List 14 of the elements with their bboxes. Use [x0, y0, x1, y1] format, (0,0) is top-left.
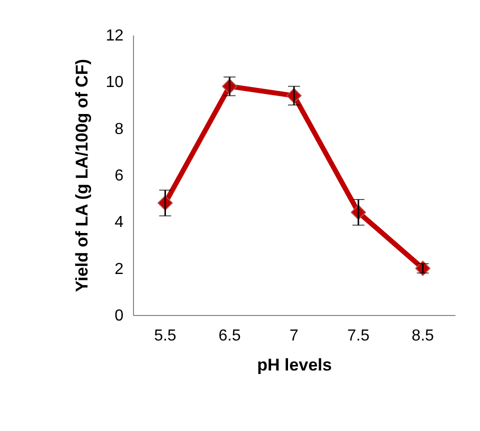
y-axis-title: Yield of LA (g LA/100g of CF) — [72, 59, 92, 292]
x-tick-label: 5.5 — [154, 328, 176, 344]
y-tick-label: 4 — [114, 214, 124, 232]
y-tick-label: 12 — [106, 28, 124, 44]
y-tick-label: 0 — [114, 308, 124, 324]
x-tick-label: 7.5 — [347, 328, 370, 344]
y-tick-label: 6 — [114, 168, 124, 184]
x-tick-label: 7 — [290, 328, 299, 344]
y-tick-label: 2 — [114, 260, 124, 278]
x-axis-title: pH levels — [257, 356, 332, 374]
y-tick-label: 8 — [114, 120, 124, 138]
y-tick-label: 10 — [106, 74, 124, 92]
x-tick-label: 6.5 — [218, 328, 241, 344]
x-tick-label: 8.5 — [412, 328, 434, 344]
